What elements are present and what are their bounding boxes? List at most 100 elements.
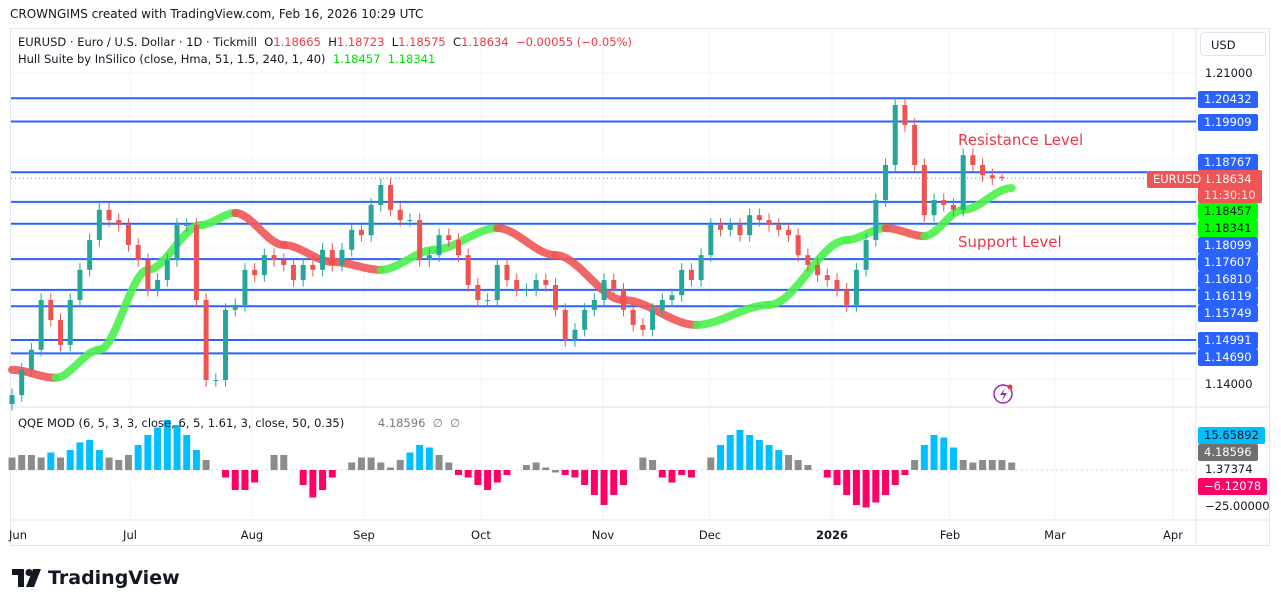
qqe-bar (163, 420, 171, 470)
candle-body (320, 249, 326, 270)
qqe-bar (765, 445, 773, 470)
hull-band-segment (8, 365, 60, 382)
qqe-bar (192, 450, 200, 470)
candle-body (242, 269, 248, 305)
qqe-bar (717, 445, 725, 470)
candle-body (892, 104, 898, 165)
qqe-bar (930, 435, 938, 470)
candle-body (38, 300, 44, 350)
candle-body (941, 200, 947, 205)
candle-body (135, 244, 141, 261)
qqe-bar (639, 457, 647, 470)
qqe-bar (658, 470, 666, 478)
candle-body (261, 255, 267, 276)
hull-band-segment (376, 245, 439, 274)
candle-body (708, 224, 714, 256)
candle-body (591, 300, 597, 310)
candle-body (582, 309, 588, 330)
level-tag: 1.15749 (1198, 305, 1258, 322)
hull-band-segment (231, 209, 288, 249)
qqe-bar (503, 470, 511, 475)
qqe-bar (47, 452, 55, 470)
qqe-bar (571, 470, 579, 478)
bar-countdown: 11:30:10 (1204, 188, 1256, 202)
qqe-bar (649, 460, 657, 470)
tradingview-logo[interactable]: TradingView (12, 567, 180, 589)
candle-body (116, 220, 122, 225)
candle-body (329, 249, 335, 265)
candle-body (572, 329, 578, 341)
hull-band-segment (959, 184, 1016, 214)
time-label: Sep (353, 528, 375, 542)
candle-body (145, 260, 151, 290)
symbol-description[interactable]: EURUSD · Euro / U.S. Dollar · 1D · Tickm… (18, 35, 257, 49)
close-label: C (453, 35, 462, 49)
qqe-bar (124, 455, 132, 470)
qqe-bar (454, 470, 462, 475)
candle-body (679, 269, 685, 296)
candle-body (863, 240, 869, 270)
level-tag: 1.18767 (1198, 154, 1258, 171)
qqe-bar (823, 470, 831, 478)
high-value: 1.18723 (336, 35, 385, 49)
candle-body (9, 395, 15, 405)
close-value: 1.18634 (461, 35, 509, 49)
time-label: Aug (240, 528, 264, 542)
qqe-bar (843, 470, 851, 495)
qqe-bar (1008, 462, 1016, 470)
time-label: Feb (939, 528, 961, 542)
candle-body (407, 220, 413, 222)
candle-body (514, 280, 520, 290)
candle-body (378, 184, 384, 205)
hull-legend: Hull Suite by InSilico (close, Hma, 51, … (18, 52, 435, 66)
qqe-bar (154, 427, 162, 470)
hull-band-segment (765, 236, 851, 309)
candle-body (465, 255, 471, 285)
level-tag: 1.19909 (1198, 114, 1258, 131)
hull-tag: 1.18457 (1198, 203, 1258, 220)
qqe-bar (493, 470, 501, 483)
qqe-bar (619, 470, 627, 485)
qqe-bar (784, 455, 792, 470)
candle-body (290, 264, 296, 281)
qqe-bar (57, 457, 65, 470)
level-tag: 1.17607 (1198, 254, 1258, 271)
chart-frame (10, 28, 1270, 546)
resistance-annotation[interactable]: Resistance Level (958, 131, 1084, 149)
qqe-bar (590, 470, 598, 495)
qqe-bar (552, 470, 560, 473)
hull-band-segment (95, 265, 152, 354)
candle-body (48, 300, 54, 321)
candle-body (688, 269, 694, 281)
currency-selector[interactable]: USD (1200, 32, 1266, 56)
qqe-bar (920, 445, 928, 470)
qqe-bar (95, 450, 103, 470)
candle-body (28, 349, 34, 370)
time-label-year: 2026 (815, 528, 849, 542)
candle-body (358, 229, 364, 236)
open-label: O (264, 35, 274, 49)
candle-body (96, 209, 102, 241)
qqe-indicator-name[interactable]: QQE MOD (6, 5, 3, 3, close, 6, 5, 1.61, … (18, 416, 345, 430)
candle-body (562, 309, 568, 341)
qqe-bar (387, 467, 395, 470)
price-tick: 1.21000 (1205, 66, 1253, 80)
candle-body (184, 224, 190, 226)
qqe-na-1: ∅ (432, 416, 443, 430)
candle-body (58, 320, 64, 345)
qqe-bar (794, 460, 802, 470)
qqe-bar (687, 470, 695, 478)
lightning-icon-bolt (1000, 388, 1007, 401)
candle-body (980, 164, 986, 176)
qqe-bar (561, 470, 569, 475)
qqe-bar (183, 435, 191, 470)
time-label: Nov (591, 528, 615, 542)
qqe-bar (940, 437, 948, 470)
candle-body (494, 264, 500, 301)
candle-body (950, 204, 956, 210)
qqe-bar (901, 470, 909, 475)
candle-body (611, 280, 617, 290)
support-annotation[interactable]: Support Level (958, 233, 1062, 251)
hull-indicator-name[interactable]: Hull Suite by InSilico (close, Hma, 51, … (18, 52, 326, 66)
